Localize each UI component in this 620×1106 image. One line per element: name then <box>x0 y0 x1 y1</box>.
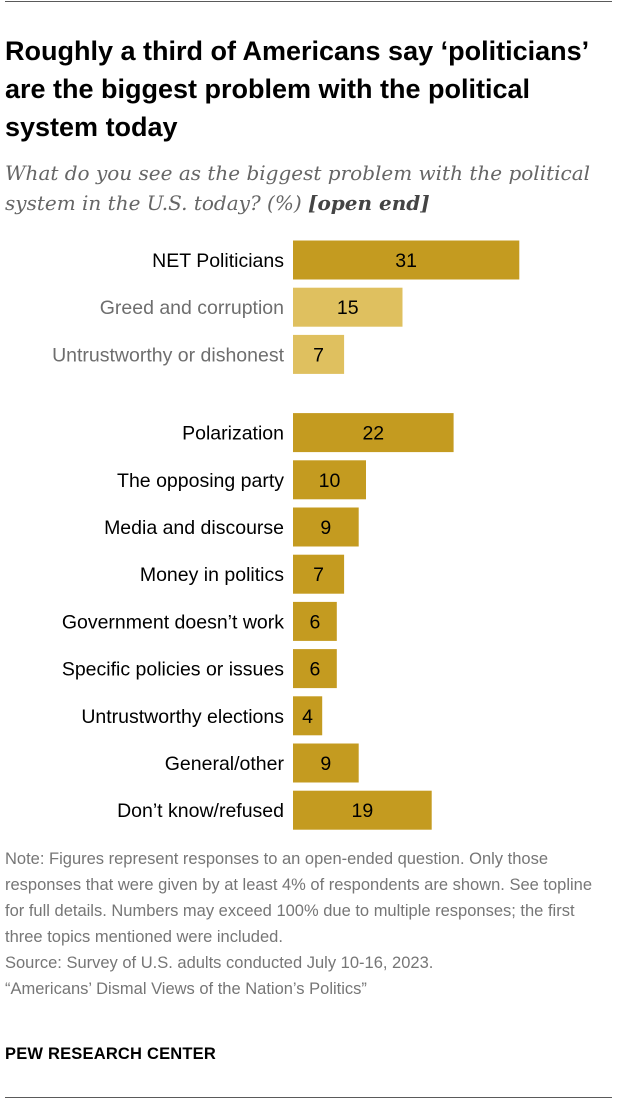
note-text: Note: Figures represent responses to an … <box>5 850 593 946</box>
bar-untrustworthy-elections <box>293 696 323 736</box>
chart-subtitle: What do you see as the biggest problem w… <box>5 158 617 218</box>
bottom-rule <box>5 1097 612 1098</box>
bar-general-other <box>293 743 359 783</box>
bar-greed-and-corruption <box>293 287 403 327</box>
report-title: “Americans’ Dismal Views of the Nation’s… <box>5 980 367 998</box>
category-label-don-t-know-refused: Don’t know/refused <box>117 800 284 822</box>
bar-net-politicians <box>293 240 520 280</box>
value-label-money-in-politics: 7 <box>313 564 324 586</box>
category-label-money-in-politics: Money in politics <box>140 564 284 586</box>
bar-government-doesn-t-work <box>293 601 337 641</box>
subtitle-question: What do you see as the biggest problem w… <box>5 161 591 215</box>
bar-the-opposing-party <box>293 460 366 500</box>
brand-logo-text: PEW RESEARCH CENTER <box>5 1045 216 1063</box>
category-label-general-other: General/other <box>165 753 285 775</box>
bar-don-t-know-refused <box>293 790 432 830</box>
chart-notes: Note: Figures represent responses to an … <box>5 846 613 1002</box>
value-label-polarization: 22 <box>362 423 384 445</box>
bar-media-and-discourse <box>293 507 359 547</box>
category-label-media-and-discourse: Media and discourse <box>104 517 284 539</box>
top-rule <box>5 1 612 2</box>
category-label-polarization: Polarization <box>182 423 284 445</box>
bar-chart: NET Politicians 31 Greed and corruption 15 U… <box>52 240 520 830</box>
bar-untrustworthy-or-dishonest <box>293 334 345 374</box>
value-label-the-opposing-party: 10 <box>319 470 341 492</box>
value-label-specific-policies-or-issues: 6 <box>309 659 320 681</box>
category-label-greed-and-corruption: Greed and corruption <box>100 297 284 319</box>
bar-polarization <box>293 413 454 453</box>
subtitle-tag: [open end] <box>308 191 430 215</box>
bar-specific-policies-or-issues <box>293 649 337 689</box>
value-label-net-politicians: 31 <box>395 250 417 272</box>
category-label-untrustworthy-elections: Untrustworthy elections <box>81 706 284 728</box>
category-label-specific-policies-or-issues: Specific policies or issues <box>62 659 284 681</box>
category-label-untrustworthy-or-dishonest: Untrustworthy or dishonest <box>52 344 285 366</box>
source-text: Source: Survey of U.S. adults conducted … <box>5 954 434 972</box>
value-label-greed-and-corruption: 15 <box>337 297 359 319</box>
value-label-untrustworthy-or-dishonest: 7 <box>313 344 324 366</box>
value-label-untrustworthy-elections: 4 <box>302 706 313 728</box>
category-label-government-doesn-t-work: Government doesn’t work <box>62 611 284 633</box>
value-label-don-t-know-refused: 19 <box>351 800 373 822</box>
value-label-media-and-discourse: 9 <box>320 517 331 539</box>
category-label-the-opposing-party: The opposing party <box>117 470 284 492</box>
value-label-general-other: 9 <box>320 753 331 775</box>
chart-title: Roughly a third of Americans say ‘politi… <box>5 36 588 142</box>
bar-money-in-politics <box>293 554 345 594</box>
value-label-government-doesn-t-work: 6 <box>309 611 320 633</box>
category-label-net-politicians: NET Politicians <box>152 250 284 272</box>
